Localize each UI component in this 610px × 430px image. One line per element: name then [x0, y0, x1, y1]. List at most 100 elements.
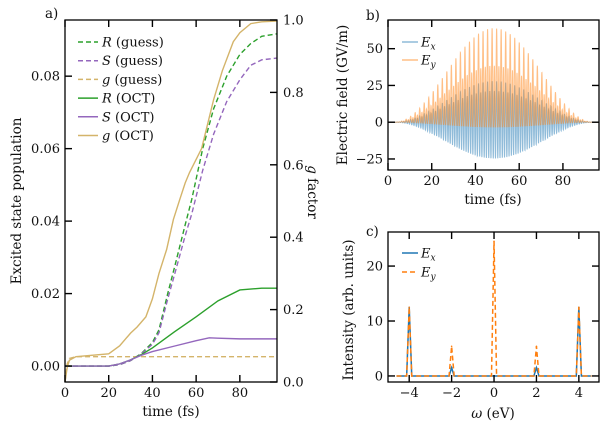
panel-a-ytick-label: 0.02: [31, 287, 60, 302]
panel-a: 0 20 40 60 80 0.00 0.02 0.04 0.06 0.08 0.0 0.2 0.4 0.…: [31, 14, 304, 402]
legend-symbol: E: [420, 247, 431, 262]
legend-symbol: E: [420, 54, 431, 69]
panel-b-ytick-label: 25: [366, 79, 383, 94]
legend-entry: Ex: [420, 36, 436, 53]
series-Ex-spectrum: [396, 307, 592, 377]
panel-b-ytick-label: 0: [375, 116, 383, 131]
panel-c-xlabel: ω (eV): [471, 406, 515, 422]
panel-b-label: b): [366, 8, 380, 24]
legend-text: (guess): [111, 54, 163, 69]
panel-c-xtick-label: 4: [575, 386, 583, 401]
panel-b-plot-area: [388, 28, 599, 159]
legend-entry: S (OCT): [102, 110, 154, 125]
spectrum-peak-Ex: [535, 366, 538, 369]
panel-c-ytick-label: 10: [366, 315, 383, 330]
panel-a-ytick-label: 0.08: [31, 70, 60, 85]
y2label-text: factor: [304, 174, 320, 219]
panel-c-label: c): [366, 224, 379, 240]
legend-entry: S (guess): [102, 54, 163, 69]
spectrum-peak-Ey: [493, 240, 495, 243]
legend-entry: Ey: [420, 266, 437, 283]
legend-symbol: S: [102, 54, 111, 69]
panel-a-ytick-label: 0.06: [31, 142, 60, 157]
legend-symbol: g: [102, 73, 110, 88]
legend-entry: Ey: [420, 54, 437, 71]
panel-a-y2tick-label: 1.0: [283, 14, 304, 29]
panel-a-ytick-label: 0.04: [31, 215, 60, 230]
panel-a-xlabel: time (fs): [142, 404, 199, 420]
legend-entry: Ex: [420, 247, 436, 264]
xlabel-unit: (eV): [482, 406, 515, 422]
panel-b-xtick-label: 60: [511, 174, 528, 189]
panel-a-y2label: g factor: [304, 165, 320, 219]
panel-b-xtick-label: 0: [384, 174, 392, 189]
panel-b-ytick-label: 50: [366, 42, 383, 57]
legend-symbol: E: [420, 266, 431, 281]
panel-c-ytick-label: 0: [375, 369, 383, 384]
panel-a-xtick-label: 0: [61, 386, 69, 401]
spectrum-peak-Ey: [578, 306, 580, 309]
legend-subscript: y: [430, 273, 437, 283]
panel-a-ytick-label: 0.00: [31, 360, 60, 375]
series-g-guess-line: [65, 355, 277, 382]
panel-a-xtick-label: 60: [188, 386, 205, 401]
legend-text: (OCT): [110, 129, 154, 144]
panel-a-y2tick-label: 0.4: [283, 231, 304, 246]
series-g-oct-line: [65, 20, 277, 382]
legend-text: (OCT): [111, 110, 155, 125]
spectrum-peak-Ey: [535, 345, 538, 348]
panel-a-plot-area: [65, 20, 277, 382]
panel-b-ylabel: Electric field (GV/m): [335, 25, 351, 165]
panel-a-xtick-label: 20: [100, 386, 117, 401]
panel-b-xtick-label: 80: [555, 174, 572, 189]
legend-symbol: S: [102, 110, 111, 125]
panel-a-y2tick-label: 0.6: [283, 158, 304, 173]
legend-symbol: E: [420, 36, 431, 51]
panel-c-xtick-label: −4: [400, 386, 419, 401]
panel-b-xlabel: time (fs): [464, 192, 521, 208]
legend-entry: R (guess): [101, 36, 164, 51]
series-S-oct-line: [65, 337, 277, 367]
legend-entry: g (guess): [102, 73, 162, 88]
y2label-symbol: g: [304, 165, 320, 174]
series-Ex-line: [388, 81, 599, 159]
legend-symbol: R: [101, 92, 112, 107]
panel-b-ytick-label: −25: [356, 152, 383, 167]
legend-subscript: y: [430, 61, 437, 71]
series-Ey-line: [388, 28, 599, 128]
legend-entry: g (OCT): [102, 129, 154, 144]
panel-a-y2tick-label: 0.2: [283, 303, 304, 318]
panel-b-xtick-label: 40: [467, 174, 484, 189]
spectrum-peak-Ey: [408, 306, 411, 309]
legend-subscript: x: [431, 254, 436, 264]
panel-a-y2tick-label: 0.0: [283, 376, 304, 391]
legend-subscript: x: [431, 43, 436, 53]
panel-c-xtick-label: 0: [490, 386, 498, 401]
panel-a-xtick-label: 80: [232, 386, 249, 401]
series-S-guess-line: [65, 57, 277, 367]
legend-text: (guess): [110, 73, 162, 88]
spectrum-peak-Ey: [450, 345, 453, 348]
legend-text: (guess): [112, 36, 164, 51]
panel-c-xtick-label: −2: [442, 386, 461, 401]
series-Ey-spectrum: [396, 241, 592, 377]
panel-b-axes-frame: [387, 19, 600, 171]
panel-b-xtick-label: 20: [423, 174, 440, 189]
legend-text: (OCT): [112, 92, 156, 107]
series-R-guess-line: [65, 33, 277, 367]
panel-a-y2tick-label: 0.8: [283, 86, 304, 101]
legend-symbol: g: [102, 129, 110, 144]
panel-c-ylabel: Intensity (arb. units): [341, 239, 357, 380]
legend-symbol: R: [101, 36, 112, 51]
spectrum-peak-Ex: [450, 366, 453, 369]
panel-a-xtick-label: 40: [144, 386, 161, 401]
panel-a-ylabel: Excited state population: [9, 117, 25, 284]
panel-a-axes-frame: [64, 19, 278, 383]
legend-entry: R (OCT): [101, 92, 155, 107]
panel-a-legend: R (guess)S (guess)g (guess)R (OCT)S (OCT…: [78, 36, 164, 144]
